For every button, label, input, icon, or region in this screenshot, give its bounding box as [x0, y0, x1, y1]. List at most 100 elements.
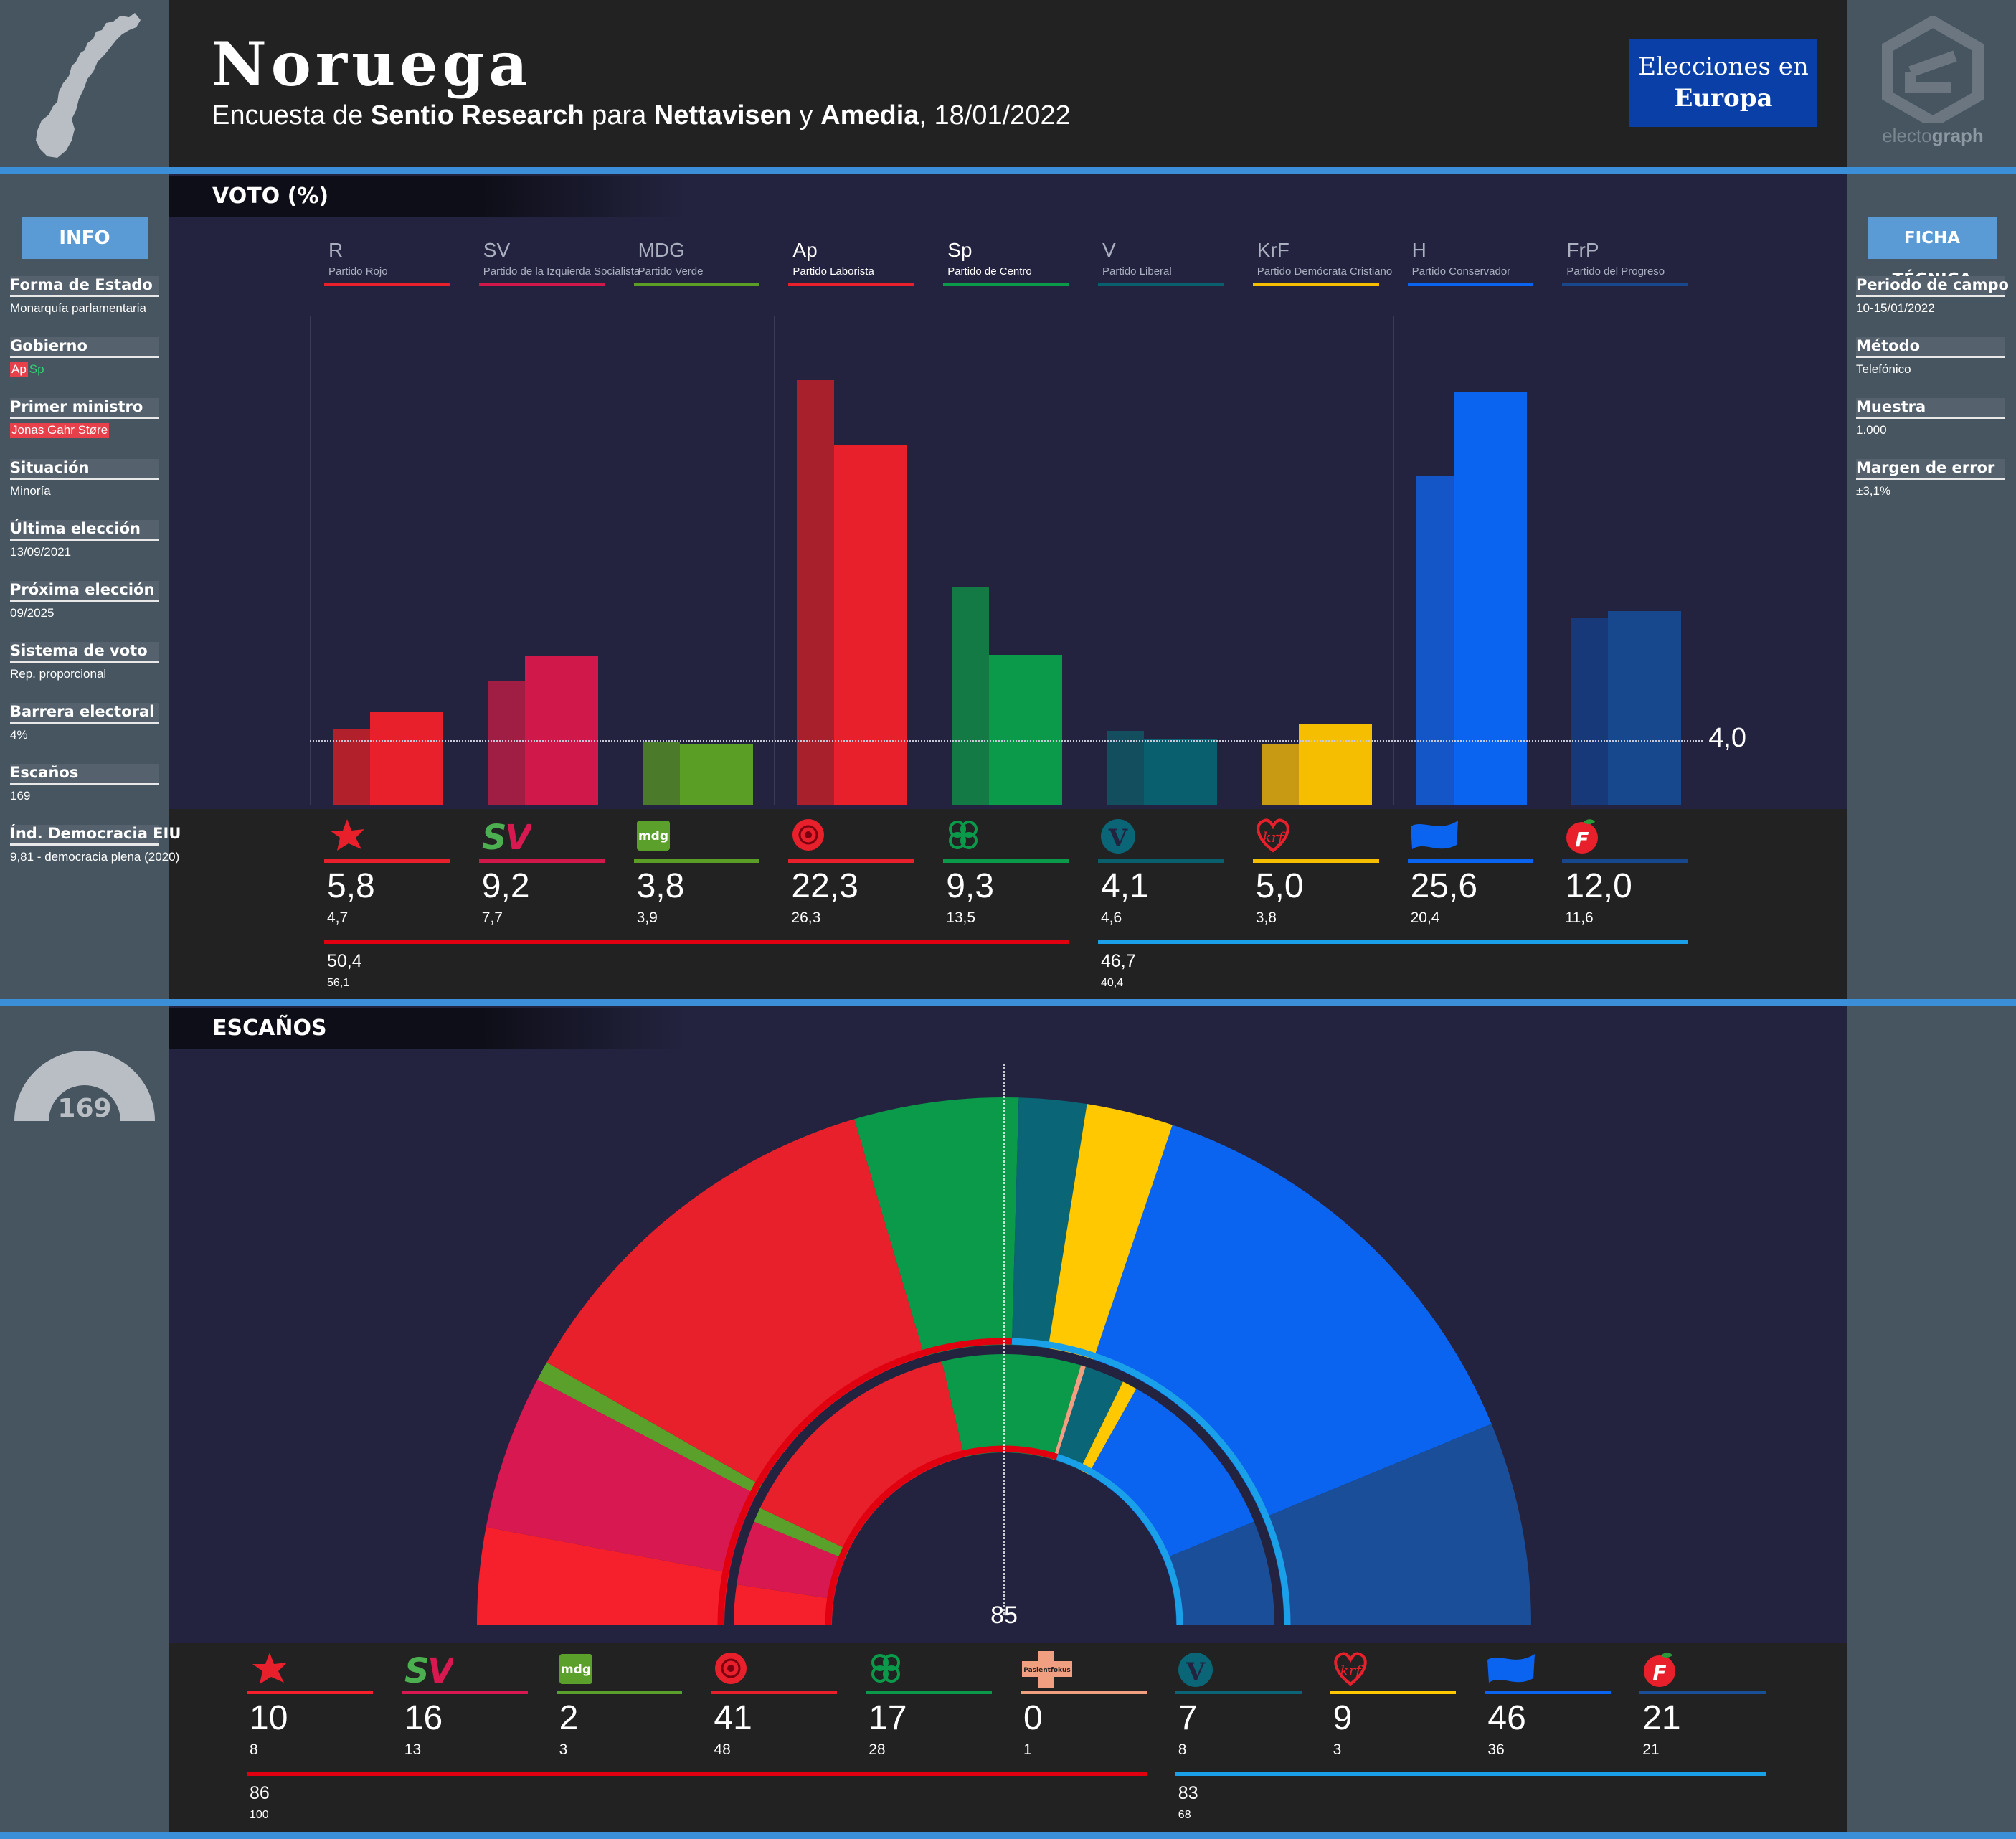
- result-color-line: [1562, 859, 1689, 863]
- vote-previous-krf: 3,8: [1255, 909, 1277, 926]
- seat-color-line: [866, 1691, 992, 1694]
- vote-previous-sv: 7,7: [481, 909, 503, 926]
- ficha-item: Muestra 1.000: [1856, 398, 2005, 438]
- bar-current-sp: [989, 654, 1063, 805]
- divider-bottom: [0, 1832, 2016, 1839]
- vote-previous-v: 4,6: [1101, 909, 1122, 926]
- krf-heart: [1333, 1652, 1367, 1686]
- star-shape: [252, 1653, 287, 1684]
- seats-results-strip: [169, 1643, 1847, 1832]
- h-logo-icon: [1487, 1654, 1535, 1683]
- bar-current-sv: [524, 656, 598, 805]
- bar-current-h: [1453, 392, 1527, 805]
- info-label: Forma de Estado: [10, 276, 159, 297]
- seat-color-line: [1639, 1691, 1766, 1694]
- bar-current-r: [370, 711, 443, 805]
- info-value: Minoría: [10, 484, 51, 498]
- seat-value-ap: 41: [714, 1699, 752, 1737]
- frp-logo-icon: F: [1566, 819, 1599, 854]
- ap-logo-icon: [792, 819, 825, 851]
- vote-value-krf: 5,0: [1255, 867, 1304, 905]
- government-party-chip: Ap: [10, 362, 28, 377]
- vote-previous-ap: 26,3: [791, 909, 821, 926]
- info-item: Barrera electoral 4%: [10, 703, 159, 742]
- info-item: Sistema de voto Rep. proporcional: [10, 642, 159, 681]
- info-item: Primer ministro Jonas Gahr Støre: [10, 398, 159, 438]
- current-seats-segment-sv: [486, 1379, 757, 1573]
- previous-seats-segment-h: [1088, 1389, 1254, 1559]
- vote-previous-mdg: 3,9: [636, 909, 658, 926]
- info-item: Índ. Democracia EIU 9,81 - democracia ple…: [10, 825, 181, 864]
- seat-previous-frp: 21: [1642, 1741, 1660, 1758]
- party-name-h: Partido Conservador: [1411, 265, 1511, 278]
- h-flag: [1487, 1654, 1535, 1683]
- ficha-item: Margen de error ±3,1%: [1856, 459, 2005, 498]
- seat-color-line: [711, 1691, 838, 1694]
- ficha-value: 1.000: [1856, 423, 1887, 437]
- total-seats-gauge: 169: [14, 1051, 155, 1122]
- result-color-line: [633, 859, 760, 863]
- party-code-ap: Ap: [792, 239, 818, 261]
- seat-value-sv: 16: [404, 1699, 443, 1737]
- ficha-label: Método: [1856, 337, 2005, 358]
- current-seats-segment-v: [1011, 1097, 1087, 1348]
- seat-previous-sp: 28: [869, 1741, 886, 1758]
- info-label: Primer ministro: [10, 398, 159, 419]
- subtitle-part: Amedia: [820, 100, 919, 131]
- current-seats-segment-ap: [546, 1119, 925, 1486]
- result-color-line: [1407, 859, 1534, 863]
- government-party-chip: Sp: [29, 362, 44, 376]
- krf-heart: [1257, 818, 1289, 853]
- elecciones-europa-badge[interactable]: Elecciones en Europa: [1629, 39, 1817, 127]
- bar-previous-h: [1416, 476, 1454, 805]
- country-title: Noruega: [212, 29, 532, 100]
- mdg-box: [559, 1654, 592, 1684]
- seat-color-line: [556, 1691, 683, 1694]
- ficha-value: 10-15/01/2022: [1856, 301, 1935, 315]
- vote-previous-frp: 11,6: [1565, 909, 1594, 926]
- brand-part-2: graph: [1931, 125, 1984, 146]
- previous-seats-segment-sp: [942, 1354, 1082, 1460]
- info-value: 9,81 - democracia plena (2020): [10, 850, 180, 864]
- bloc-value: 46,7: [1101, 951, 1136, 971]
- prime-minister-name: Jonas Gahr Støre: [10, 423, 110, 438]
- seat-previous-sv: 13: [404, 1741, 422, 1758]
- subtitle-part: Nettavisen: [653, 100, 792, 131]
- ficha-item: Método Telefónico: [1856, 337, 2005, 377]
- ficha-label: Muestra: [1856, 398, 2005, 419]
- sv-logo-text: S: [482, 818, 507, 856]
- krf-logo-text: krf: [1340, 1662, 1363, 1679]
- rose-center: [805, 831, 813, 838]
- vote-value-sv: 9,2: [481, 867, 530, 905]
- clover-leaf: [883, 1654, 901, 1671]
- info-value: Ap Sp: [10, 362, 159, 377]
- seat-previous-r: 8: [250, 1741, 258, 1758]
- ficha-value: ±3,1%: [1856, 484, 1891, 498]
- bar-previous-v: [1107, 730, 1144, 805]
- party-code-frp: FrP: [1566, 239, 1599, 261]
- mdg-logo-icon: mdg: [559, 1654, 592, 1684]
- total-seats-label: 169: [57, 1094, 111, 1122]
- krf-logo-text: krf: [1262, 828, 1286, 846]
- poll-subtitle: Encuesta de Sentio Research para Nettavi…: [212, 100, 1071, 131]
- info-item: Escaños 169: [10, 764, 159, 803]
- threshold-label: 4,0: [1708, 723, 1747, 753]
- vote-value-frp: 12,0: [1565, 867, 1632, 905]
- mdg-logo-icon: mdg: [636, 821, 670, 851]
- seat-color-line: [247, 1691, 373, 1694]
- party-color-line: [788, 283, 915, 286]
- seats-section-title: ESCAÑOS: [169, 1008, 686, 1049]
- mdg-box: [636, 821, 670, 851]
- info-label: Próxima elección: [10, 581, 159, 602]
- sp-logo-icon: [871, 1654, 901, 1683]
- cross-horizontal: [1022, 1661, 1072, 1677]
- result-color-line: [1098, 859, 1224, 863]
- seat-bloc-line: [1175, 1772, 1766, 1776]
- current-seats-segment-h: [1093, 1125, 1492, 1518]
- bar-previous-sp: [952, 587, 990, 805]
- vote-value-v: 4,1: [1101, 867, 1149, 905]
- sv-logo-text: S: [404, 1651, 430, 1690]
- clover-leaf: [871, 1665, 889, 1683]
- party-code-krf: KrF: [1257, 239, 1289, 261]
- result-color-line: [943, 859, 1069, 863]
